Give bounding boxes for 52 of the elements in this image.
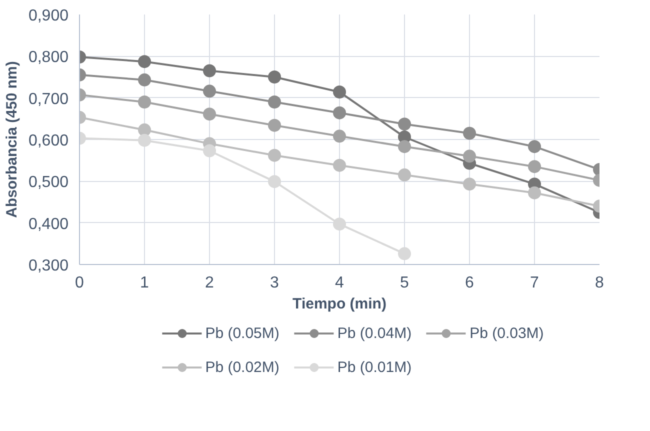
- y-axis-title: Absorbancia (450 nm): [3, 61, 20, 218]
- point: [463, 126, 476, 140]
- point: [333, 218, 346, 231]
- point: [528, 140, 541, 154]
- legend-label: Pb (0.02M): [205, 358, 280, 376]
- y-tick-label: 0,800: [28, 49, 69, 66]
- legend-label: Pb (0.04M): [337, 324, 412, 342]
- y-tick-label: 0,500: [28, 174, 69, 192]
- point: [463, 150, 476, 163]
- x-tick-label: 8: [595, 274, 604, 292]
- point: [203, 64, 216, 78]
- point: [528, 186, 541, 200]
- y-tick-label: 0,600: [28, 132, 69, 150]
- x-tick-label: 5: [400, 274, 410, 292]
- point: [463, 178, 476, 191]
- point: [398, 168, 411, 182]
- point: [268, 148, 281, 162]
- point: [203, 108, 216, 121]
- point: [333, 158, 346, 172]
- x-tick-label: 1: [140, 274, 150, 292]
- x-axis-title: Tiempo (min): [292, 296, 386, 312]
- point: [138, 55, 151, 68]
- point: [333, 86, 346, 98]
- point: [268, 175, 281, 188]
- point: [138, 123, 151, 136]
- x-tick-label: 6: [465, 274, 474, 292]
- point: [138, 73, 151, 86]
- point: [333, 130, 346, 143]
- point: [398, 247, 411, 260]
- point: [203, 144, 216, 158]
- x-tick-label: 4: [335, 274, 344, 292]
- point: [138, 96, 151, 108]
- y-tick-label: 0,900: [28, 8, 69, 24]
- x-tick-label: 0: [75, 274, 84, 292]
- y-tick-label: 0,300: [28, 258, 69, 274]
- point: [333, 106, 346, 120]
- legend-label: Pb (0.01M): [337, 358, 412, 376]
- x-tick-label: 2: [205, 274, 214, 292]
- point: [398, 140, 411, 154]
- point: [203, 84, 216, 98]
- point: [398, 118, 411, 131]
- legend-label: Pb (0.05M): [205, 324, 280, 342]
- point: [268, 96, 281, 108]
- y-tick-label: 0,400: [28, 216, 69, 233]
- point: [268, 70, 281, 84]
- point: [268, 118, 281, 132]
- point: [138, 134, 151, 147]
- point: [528, 160, 541, 174]
- y-tick-label: 0,700: [28, 90, 69, 108]
- legend-label: Pb (0.03M): [470, 324, 544, 342]
- x-tick-label: 3: [270, 274, 280, 292]
- x-tick-label: 7: [530, 274, 540, 292]
